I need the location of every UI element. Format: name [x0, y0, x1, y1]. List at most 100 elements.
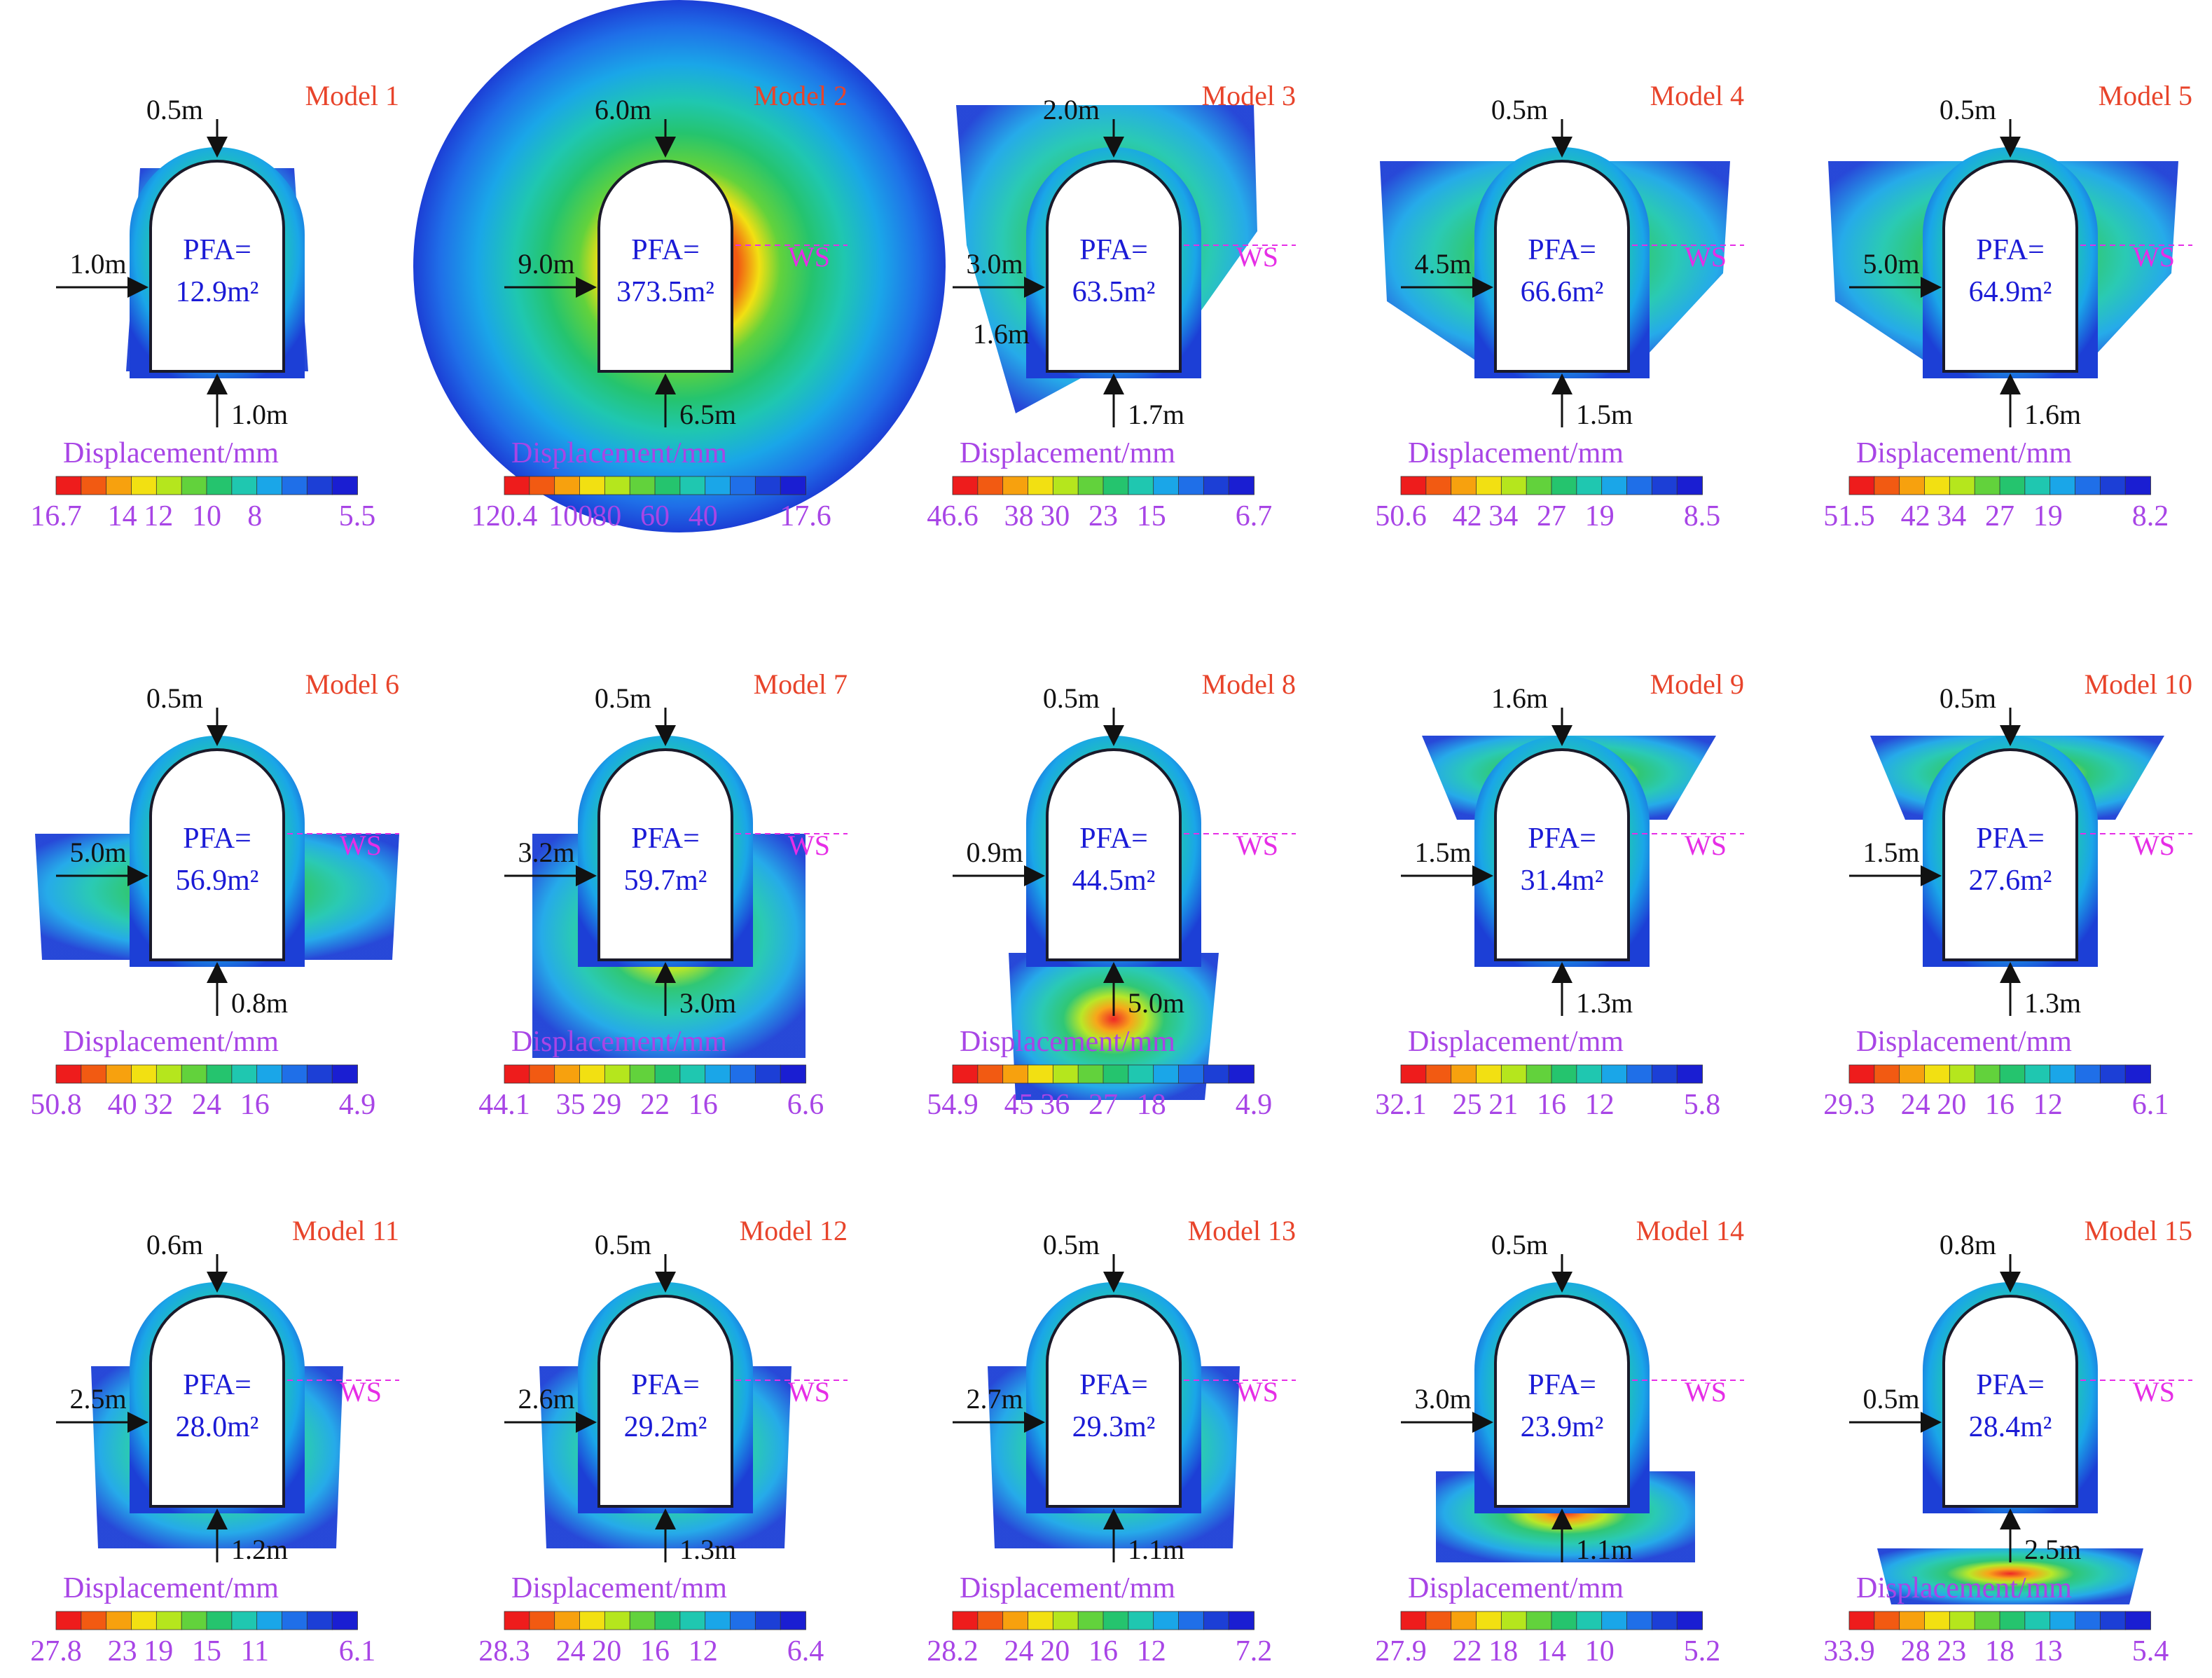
- colorbar-swatch: [1077, 1611, 1104, 1630]
- colorbar-swatch: [155, 1064, 183, 1084]
- colorbar-swatch: [1924, 476, 1951, 495]
- dimension-label: 0.5m: [1862, 1383, 1919, 1415]
- tunnel-opening: [597, 748, 733, 961]
- dimension-label: 1.5m: [1862, 837, 1919, 868]
- colorbar-tick: 12: [689, 1635, 718, 1667]
- colorbar-swatch: [256, 476, 283, 495]
- colorbar-swatch: [1676, 1064, 1703, 1084]
- colorbar-tick: 4.9: [1236, 1089, 1273, 1121]
- colorbar-swatch: [2099, 1064, 2127, 1084]
- colorbar-title: Displacement/mm: [63, 437, 279, 469]
- colorbar-tick: 12: [144, 500, 173, 532]
- colorbar-swatch: [155, 1611, 183, 1630]
- colorbar-tick: 19: [1585, 500, 1615, 532]
- colorbar-swatch: [1178, 1611, 1205, 1630]
- dimension-label: 3.2m: [518, 837, 574, 868]
- dimension-label: 0.5m: [1940, 94, 1996, 125]
- colorbar-tick: 6.6: [787, 1089, 824, 1121]
- pfa-value: 29.2m²: [624, 1411, 707, 1443]
- colorbar-tick: 46.6: [927, 500, 979, 532]
- colorbar-title: Displacement/mm: [1408, 1026, 1624, 1058]
- colorbar-swatch: [231, 476, 258, 495]
- dimension-label: 0.6m: [146, 1229, 203, 1260]
- colorbar-swatch: [705, 1064, 731, 1084]
- dimension-label: 1.7m: [1128, 399, 1184, 430]
- colorbar-tick: 38: [1004, 500, 1034, 532]
- colorbar-swatch: [1476, 1064, 1502, 1084]
- colorbar-tick: 4.9: [339, 1089, 376, 1121]
- colorbar-title: Displacement/mm: [511, 1572, 727, 1604]
- colorbar-tick: 33.9: [1823, 1635, 1875, 1667]
- colorbar-swatch: [2075, 1611, 2101, 1630]
- colorbar-swatch: [1203, 1064, 1230, 1084]
- colorbar-swatch: [1052, 1064, 1079, 1084]
- model-panel: Model 1 PFA= 12.9m² 0.5m 1.0m 1.0m Displacemen…: [30, 80, 399, 532]
- colorbar-tick: 6.4: [787, 1635, 824, 1667]
- colorbar-swatch: [1425, 476, 1452, 495]
- dimension-label: 5.0m: [1128, 987, 1184, 1019]
- colorbar-tick: 12: [2033, 1089, 2063, 1121]
- colorbar-swatch: [579, 1611, 606, 1630]
- model-title: Model 11: [292, 1215, 399, 1246]
- colorbar-swatch: [2024, 1064, 2051, 1084]
- colorbar-tick: 29: [592, 1089, 621, 1121]
- colorbar-swatch: [1052, 476, 1079, 495]
- colorbar-tick: 16: [1088, 1635, 1118, 1667]
- ws-label: WS: [2133, 1376, 2175, 1408]
- pfa-label: PFA=: [1079, 823, 1148, 855]
- tunnel-opening: [149, 160, 285, 373]
- colorbar-swatch: [780, 1064, 806, 1084]
- colorbar-tick: 7.2: [1236, 1635, 1273, 1667]
- pfa-label: PFA=: [1528, 823, 1596, 855]
- colorbar-swatch: [282, 1064, 308, 1084]
- pfa-label: PFA=: [631, 234, 700, 266]
- colorbar-tick: 24: [192, 1089, 221, 1121]
- colorbar-swatch: [1451, 1611, 1477, 1630]
- colorbar-tick: 25: [1453, 1089, 1482, 1121]
- colorbar-swatch: [81, 476, 107, 495]
- model-title: Model 1: [305, 80, 399, 111]
- colorbar-swatch: [1526, 476, 1552, 495]
- colorbar-tick: 18: [1985, 1635, 2014, 1667]
- pfa-value: 23.9m²: [1521, 1411, 1604, 1443]
- dimension-label: 5.0m: [69, 837, 126, 868]
- tunnel-opening: [1046, 1295, 1182, 1508]
- colorbar-tick: 23: [1937, 1635, 1966, 1667]
- dimension-label: 1.6m: [1491, 682, 1548, 714]
- colorbar-swatch: [131, 1064, 158, 1084]
- colorbar-tick: 20: [592, 1635, 621, 1667]
- contour-zone: [1877, 1548, 2143, 1604]
- ws-label: WS: [340, 830, 382, 861]
- pfa-label: PFA=: [183, 1369, 251, 1401]
- colorbar-swatch: [1676, 476, 1703, 495]
- colorbar-swatch: [705, 476, 731, 495]
- colorbar-swatch: [131, 476, 158, 495]
- colorbar-tick: 17.6: [780, 500, 831, 532]
- pfa-value: 373.5m²: [616, 276, 714, 308]
- colorbar-tick: 32: [144, 1089, 173, 1121]
- model-title: Model 10: [2085, 668, 2192, 700]
- colorbar-tick: 6.1: [339, 1635, 376, 1667]
- dimension-label: 2.5m: [2024, 1534, 2081, 1565]
- pfa-label: PFA=: [1976, 1369, 2045, 1401]
- colorbar-tick: 8: [247, 500, 262, 532]
- colorbar-swatch: [131, 1611, 158, 1630]
- colorbar-swatch: [730, 476, 756, 495]
- colorbar-swatch: [331, 1611, 358, 1630]
- colorbar-title: Displacement/mm: [1856, 437, 2072, 469]
- model-title: Model 9: [1650, 668, 1744, 700]
- colorbar-swatch: [1974, 1064, 2000, 1084]
- colorbar-swatch: [1028, 1611, 1054, 1630]
- colorbar-swatch: [1551, 1064, 1577, 1084]
- tunnel-opening: [149, 748, 285, 961]
- colorbar-tick: 15: [1137, 500, 1166, 532]
- colorbar-swatch: [554, 1611, 581, 1630]
- colorbar-swatch: [1400, 1064, 1427, 1084]
- colorbar-swatch: [1949, 1064, 1976, 1084]
- dimension-label: 0.5m: [595, 682, 651, 714]
- colorbar-swatch: [306, 476, 333, 495]
- colorbar-title: Displacement/mm: [960, 1026, 1175, 1058]
- colorbar-swatch: [2124, 476, 2151, 495]
- colorbar-tick: 23: [108, 1635, 137, 1667]
- ws-label: WS: [340, 1376, 382, 1408]
